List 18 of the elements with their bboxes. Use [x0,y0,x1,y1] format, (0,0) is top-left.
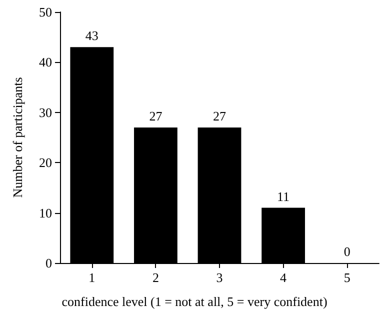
data-label: 0 [344,244,350,259]
data-label: 11 [277,188,290,204]
data-label: 27 [213,108,226,124]
y-axis-title: Number of participants [10,77,25,198]
x-tick-label: 1 [88,270,96,285]
y-tick-label: 20 [39,155,52,170]
y-tick-label: 40 [39,54,52,70]
x-tick-label: 5 [344,270,350,285]
y-tick-label: 30 [39,104,52,120]
x-tick-label: 2 [152,270,159,285]
x-tick-label: 4 [280,270,288,285]
x-axis-title: confidence level (1 = not at all, 5 = very confident) [62,294,328,309]
x-tick-label: 3 [216,270,223,285]
y-tick-label: 10 [39,205,52,220]
y-tick-label: 50 [39,4,52,20]
data-label: 43 [85,28,98,44]
y-tick-label: 0 [46,256,52,270]
data-label: 27 [149,108,163,124]
